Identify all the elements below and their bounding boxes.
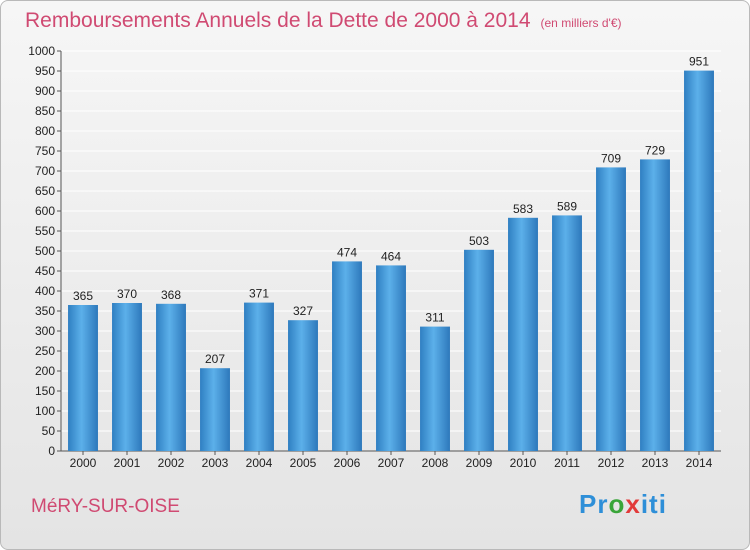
bar-2001 [112, 303, 142, 451]
y-tick-label: 950 [35, 64, 55, 78]
value-label-2013: 729 [645, 143, 665, 157]
y-tick-label: 850 [35, 104, 55, 118]
bars [68, 70, 714, 451]
y-tick-label: 700 [35, 164, 55, 178]
x-tick-label-2011: 2011 [554, 456, 580, 470]
x-tick-label-2014: 2014 [686, 456, 713, 470]
y-tick-label: 150 [35, 384, 55, 398]
value-label-2005: 327 [293, 304, 313, 318]
value-label-2004: 371 [249, 287, 269, 301]
bar-2008 [420, 326, 450, 451]
proxiti-logo: Proxiti [579, 489, 667, 519]
x-tick-label-2005: 2005 [290, 456, 317, 470]
y-tick-label: 900 [35, 84, 55, 98]
x-tick-label-2012: 2012 [598, 456, 625, 470]
y-tick-label: 500 [35, 244, 55, 258]
bar-2002 [156, 303, 186, 451]
value-label-2009: 503 [469, 234, 489, 248]
x-tick-label-2001: 2001 [114, 456, 141, 470]
y-tick-label: 0 [48, 444, 55, 458]
bar-2003 [200, 368, 230, 451]
x-tick-label-2009: 2009 [466, 456, 493, 470]
bar-2014 [684, 70, 714, 451]
y-tick-label: 650 [35, 184, 55, 198]
bar-2000 [68, 305, 98, 451]
bar-2013 [640, 159, 670, 451]
value-label-2000: 365 [73, 289, 93, 303]
bar-2010 [508, 217, 538, 451]
y-tick-label: 400 [35, 284, 55, 298]
axes: 0 50 100 150 200 250 300 350 400 450 500 550 600 650 7… [28, 44, 721, 470]
bar-2009 [464, 249, 494, 451]
y-tick-label: 200 [35, 364, 55, 378]
y-tick-label: 450 [35, 264, 55, 278]
value-label-2007: 464 [381, 249, 401, 263]
y-tick-label: 100 [35, 404, 55, 418]
y-tick-label: 750 [35, 144, 55, 158]
bar-2004 [244, 302, 274, 451]
x-tick-label-2007: 2007 [378, 456, 405, 470]
x-tick-label-2010: 2010 [510, 456, 537, 470]
value-label-2014: 951 [689, 55, 709, 69]
value-label-2003: 207 [205, 352, 225, 366]
bar-2007 [376, 265, 406, 451]
y-tick-label: 1000 [28, 44, 55, 58]
chart-title-text: Remboursements Annuels de la Dette de 20… [25, 9, 531, 32]
y-tick-label: 550 [35, 224, 55, 238]
y-tick-label: 800 [35, 124, 55, 138]
x-tick-label-2013: 2013 [642, 456, 669, 470]
city-name: MéRY-SUR-OISE [31, 496, 180, 517]
x-tick-label-2008: 2008 [422, 456, 449, 470]
x-tick-label-2006: 2006 [334, 456, 361, 470]
bar-2011 [552, 215, 582, 451]
y-tick-label: 600 [35, 204, 55, 218]
bar-2006 [332, 261, 362, 451]
y-tick-label: 300 [35, 324, 55, 338]
value-labels: 365 370 368 207 371 327 474 464 311 503 583 589 709 7… [73, 55, 709, 367]
value-label-2002: 368 [161, 288, 181, 302]
y-tick-label: 50 [42, 424, 56, 438]
value-label-2010: 583 [513, 202, 533, 216]
y-tick-label: 250 [35, 344, 55, 358]
value-label-2012: 709 [601, 151, 621, 165]
bar-2005 [288, 320, 318, 451]
x-tick-label-2004: 2004 [246, 456, 273, 470]
x-tick-label-2003: 2003 [202, 456, 229, 470]
value-label-2001: 370 [117, 287, 137, 301]
value-label-2011: 589 [557, 199, 577, 213]
x-tick-label-2002: 2002 [158, 456, 185, 470]
value-label-2008: 311 [425, 311, 444, 325]
y-tick-label: 350 [35, 304, 55, 318]
chart-unit: (en milliers d'€) [540, 16, 622, 30]
value-label-2006: 474 [337, 245, 357, 259]
chart-title: Remboursements Annuels de la Dette de 20… [25, 9, 622, 33]
bar-2012 [596, 167, 626, 451]
x-tick-label-2000: 2000 [70, 456, 97, 470]
